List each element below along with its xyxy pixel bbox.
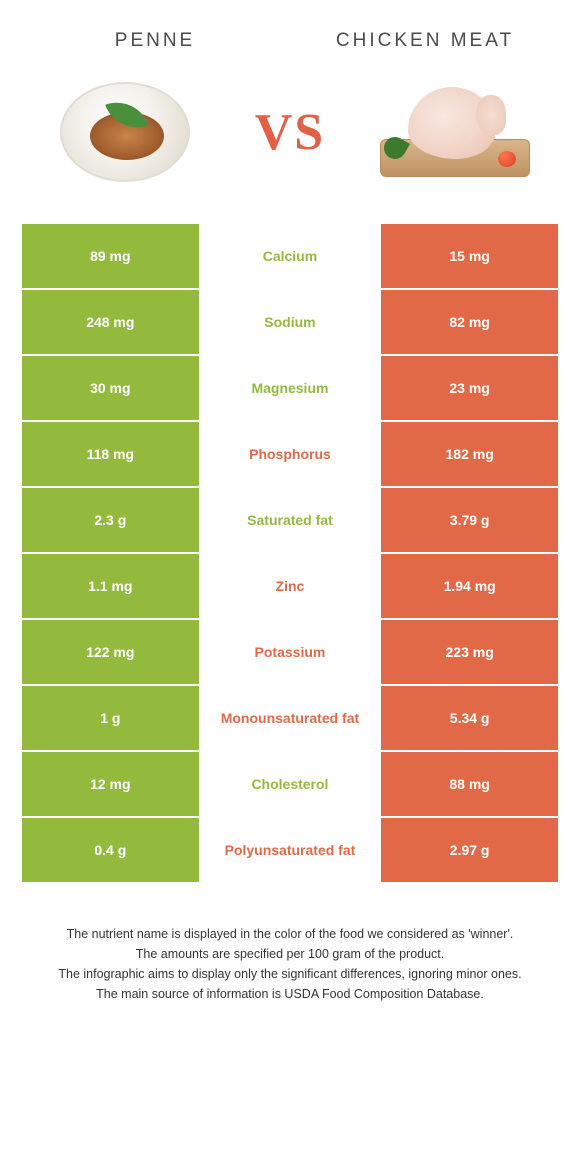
footer-notes: The nutrient name is displayed in the co…	[0, 884, 580, 1064]
value-left: 1.1 mg	[22, 554, 199, 618]
value-left: 122 mg	[22, 620, 199, 684]
value-right: 23 mg	[381, 356, 558, 420]
nutrient-label: Calcium	[201, 224, 380, 288]
title-left: PENNE	[20, 30, 290, 52]
penne-plate-icon	[60, 82, 190, 182]
nutrient-label: Monounsaturated fat	[201, 686, 380, 750]
food-image-right	[375, 72, 535, 192]
nutrient-label: Magnesium	[201, 356, 380, 420]
footer-line-4: The main source of information is USDA F…	[30, 984, 550, 1004]
value-right: 88 mg	[381, 752, 558, 816]
header-titles: PENNE CHICKEN MEAT	[0, 0, 580, 62]
value-left: 118 mg	[22, 422, 199, 486]
value-right: 3.79 g	[381, 488, 558, 552]
footer-line-2: The amounts are specified per 100 gram o…	[30, 944, 550, 964]
food-image-left	[45, 72, 205, 192]
nutrient-label: Potassium	[201, 620, 380, 684]
nutrient-label: Cholesterol	[201, 752, 380, 816]
table-row: 2.3 gSaturated fat3.79 g	[22, 488, 558, 552]
value-right: 15 mg	[381, 224, 558, 288]
table-row: 0.4 gPolyunsaturated fat2.97 g	[22, 818, 558, 882]
nutrient-label: Polyunsaturated fat	[201, 818, 380, 882]
value-left: 89 mg	[22, 224, 199, 288]
table-row: 1.1 mgZinc1.94 mg	[22, 554, 558, 618]
chicken-board-icon	[380, 87, 530, 177]
value-left: 12 mg	[22, 752, 199, 816]
value-right: 1.94 mg	[381, 554, 558, 618]
vs-label: VS	[255, 103, 325, 162]
footer-line-3: The infographic aims to display only the…	[30, 964, 550, 984]
value-right: 5.34 g	[381, 686, 558, 750]
table-row: 118 mgPhosphorus182 mg	[22, 422, 558, 486]
nutrient-label: Saturated fat	[201, 488, 380, 552]
table-row: 30 mgMagnesium23 mg	[22, 356, 558, 420]
value-right: 182 mg	[381, 422, 558, 486]
value-left: 1 g	[22, 686, 199, 750]
table-row: 122 mgPotassium223 mg	[22, 620, 558, 684]
value-right: 82 mg	[381, 290, 558, 354]
table-row: 248 mgSodium82 mg	[22, 290, 558, 354]
value-left: 2.3 g	[22, 488, 199, 552]
footer-line-1: The nutrient name is displayed in the co…	[30, 924, 550, 944]
hero-row: VS	[0, 62, 580, 222]
value-left: 30 mg	[22, 356, 199, 420]
nutrient-label: Zinc	[201, 554, 380, 618]
value-left: 248 mg	[22, 290, 199, 354]
value-right: 2.97 g	[381, 818, 558, 882]
nutrient-label: Phosphorus	[201, 422, 380, 486]
table-row: 1 gMonounsaturated fat5.34 g	[22, 686, 558, 750]
table-row: 89 mgCalcium15 mg	[22, 224, 558, 288]
comparison-table: 89 mgCalcium15 mg248 mgSodium82 mg30 mgM…	[20, 222, 560, 884]
value-left: 0.4 g	[22, 818, 199, 882]
title-right: CHICKEN MEAT	[290, 30, 560, 52]
value-right: 223 mg	[381, 620, 558, 684]
nutrient-label: Sodium	[201, 290, 380, 354]
table-row: 12 mgCholesterol88 mg	[22, 752, 558, 816]
